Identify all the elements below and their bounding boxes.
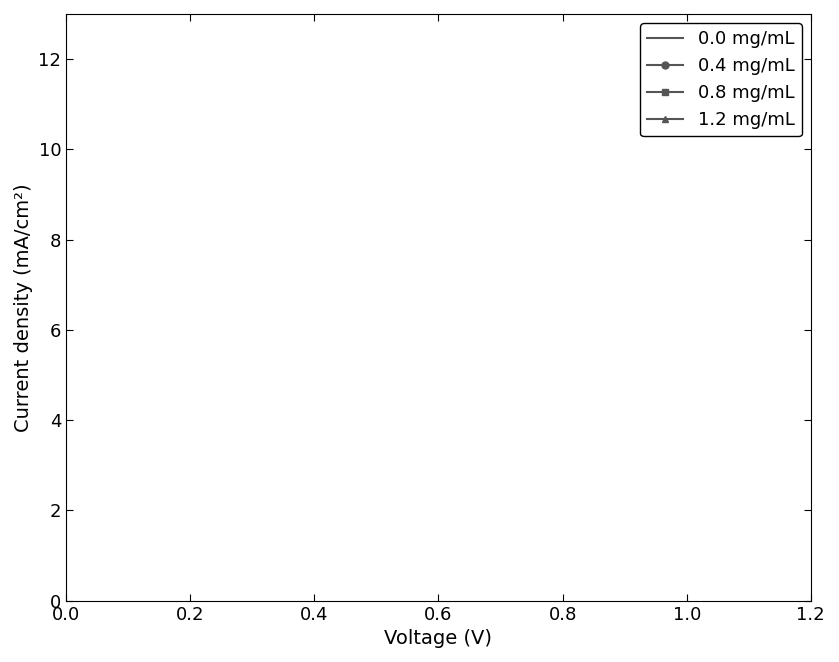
Legend: 0.0 mg/mL, 0.4 mg/mL, 0.8 mg/mL, 1.2 mg/mL: 0.0 mg/mL, 0.4 mg/mL, 0.8 mg/mL, 1.2 mg/… — [640, 23, 802, 136]
X-axis label: Voltage (V): Voltage (V) — [384, 629, 492, 648]
Y-axis label: Current density (mA/cm²): Current density (mA/cm²) — [14, 183, 33, 432]
